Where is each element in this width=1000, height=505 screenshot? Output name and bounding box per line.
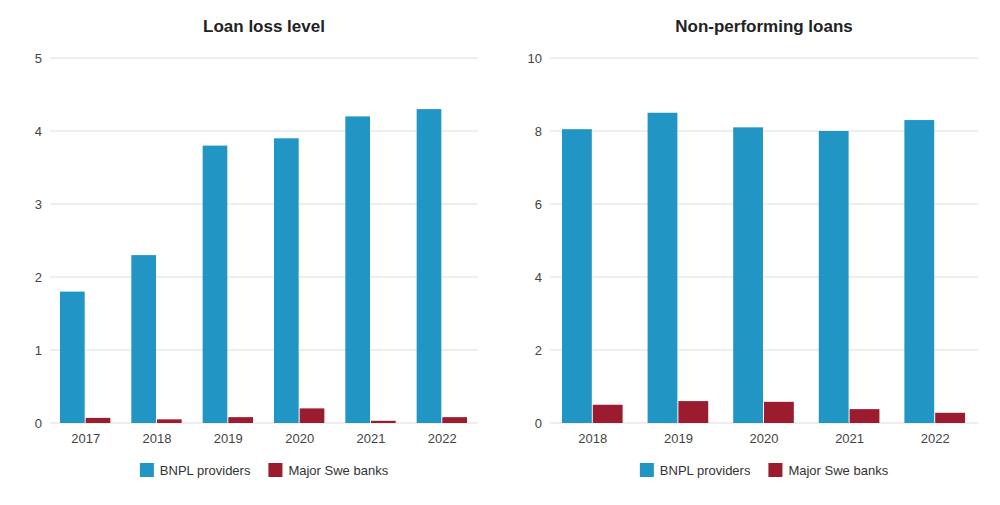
y-tick-label: 10: [528, 51, 542, 66]
legend-label: Major Swe banks: [788, 463, 888, 478]
legend-item: Major Swe banks: [268, 463, 388, 478]
legend-item: BNPL providers: [140, 463, 251, 478]
y-tick-label: 5: [35, 51, 42, 66]
y-axis: 0 2 4 6 8 10: [528, 51, 978, 431]
x-tick-label: 2018: [143, 431, 172, 446]
bar: [904, 120, 934, 423]
x-tick-label: 2022: [428, 431, 457, 446]
x-axis: 2017 2018 2019 2020 2021 2022: [71, 431, 457, 446]
grid-line: [550, 58, 978, 59]
x-tick-label: 2021: [835, 431, 864, 446]
legend-swatch: [640, 463, 654, 477]
bars: [562, 113, 965, 423]
x-tick-label: 2020: [285, 431, 314, 446]
grid-line: [50, 58, 478, 59]
bar: [733, 127, 763, 423]
chart-title: Non-performing loans: [675, 17, 853, 36]
bar: [562, 129, 592, 423]
x-axis: 2018 2019 2020 2021 2022: [578, 431, 949, 446]
bar: [648, 113, 678, 423]
legend-swatch: [140, 463, 154, 477]
bar: [935, 413, 965, 423]
bar: [131, 255, 156, 423]
bar: [203, 146, 228, 423]
bar: [371, 421, 396, 423]
x-tick-label: 2019: [214, 431, 243, 446]
legend-label: BNPL providers: [660, 463, 751, 478]
y-tick-label: 1: [35, 343, 42, 358]
legend-item: Major Swe banks: [768, 463, 888, 478]
bar: [819, 131, 849, 423]
y-tick-label: 3: [35, 197, 42, 212]
chart-canvas: Loan loss level0123452017201820192020202…: [0, 0, 1000, 505]
y-tick-label: 4: [35, 124, 42, 139]
background: [0, 0, 1000, 505]
y-tick-label: 0: [535, 416, 542, 431]
grid-line: [50, 277, 478, 278]
y-tick-label: 0: [35, 416, 42, 431]
y-tick-label: 8: [535, 124, 542, 139]
x-tick-label: 2021: [357, 431, 386, 446]
bar: [86, 418, 111, 423]
y-axis: 0 1 2 3 4 5: [35, 51, 478, 431]
y-tick-label: 2: [35, 270, 42, 285]
y-tick-label: 6: [535, 197, 542, 212]
x-tick-label: 2018: [578, 431, 607, 446]
grid-line: [50, 423, 478, 424]
bar: [417, 109, 442, 423]
bar: [850, 409, 880, 423]
chart-title: Loan loss level: [203, 17, 325, 36]
bar: [228, 417, 253, 423]
chart-holder: Loan loss level0123452017201820192020202…: [0, 0, 1000, 505]
bar: [60, 292, 85, 423]
bar: [345, 116, 370, 423]
grid-line: [50, 131, 478, 132]
grid-line: [50, 204, 478, 205]
panel: Loan loss level 0 1 2 3 4 5 2017 2018 2019 2020 202…: [35, 17, 478, 478]
legend-swatch: [768, 463, 782, 477]
bar: [764, 402, 794, 423]
bar: [274, 138, 299, 423]
bar: [593, 405, 623, 423]
legend: BNPL providers Major Swe banks: [140, 463, 389, 478]
legend-label: Major Swe banks: [288, 463, 388, 478]
bar: [300, 408, 325, 423]
x-tick-label: 2017: [71, 431, 100, 446]
bar: [442, 417, 467, 423]
legend-item: BNPL providers: [640, 463, 751, 478]
y-tick-label: 4: [535, 270, 542, 285]
x-tick-label: 2020: [750, 431, 779, 446]
bar: [157, 419, 182, 423]
y-tick-label: 2: [535, 343, 542, 358]
grid-line: [50, 350, 478, 351]
bar: [678, 401, 708, 423]
x-tick-label: 2022: [921, 431, 950, 446]
x-tick-label: 2019: [664, 431, 693, 446]
panel: Non-performing loans02468102018201920202…: [528, 17, 978, 478]
legend-label: BNPL providers: [160, 463, 251, 478]
legend: BNPL providers Major Swe banks: [640, 463, 889, 478]
legend-swatch: [268, 463, 282, 477]
bars: [60, 109, 467, 423]
